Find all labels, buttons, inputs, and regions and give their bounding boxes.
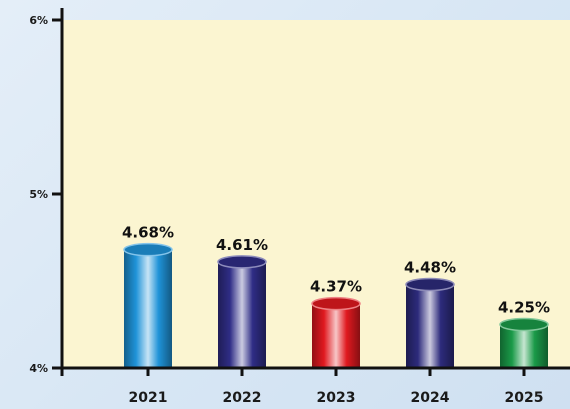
data-label-2024: 4.48% [404, 258, 456, 276]
bar-2025 [500, 324, 548, 367]
bar-cap-2025 [499, 317, 549, 332]
data-label-2023: 4.37% [310, 278, 362, 296]
data-label-2021: 4.68% [122, 224, 174, 242]
x-tick-label-2021: 2021 [129, 390, 168, 406]
bar-2024 [406, 284, 454, 367]
bar-2023 [312, 303, 360, 367]
y-tick-label-4%: 4% [29, 362, 48, 375]
bar-cap-2024 [405, 277, 455, 292]
x-tick-label-2024: 2024 [411, 390, 450, 406]
bar-2021 [124, 249, 172, 367]
x-tick-label-2025: 2025 [505, 390, 544, 406]
axes-group [52, 8, 570, 376]
y-tick-label-6%: 6% [29, 14, 48, 27]
bar-cap-2023 [311, 296, 361, 311]
bars-group [123, 242, 549, 367]
bar-2022 [218, 261, 266, 367]
data-label-2025: 4.25% [498, 299, 550, 317]
x-tick-label-2023: 2023 [317, 390, 356, 406]
labels-group: 4.68% 2021 4.61% 2022 4.37% 2023 4.48% 2024 4.25… [29, 14, 550, 406]
y-tick-label-5%: 5% [29, 188, 48, 201]
data-label-2022: 4.61% [216, 236, 268, 254]
bar-cap-2022 [217, 255, 267, 269]
bar-cap-2021 [123, 242, 173, 257]
x-tick-label-2022: 2022 [223, 390, 262, 406]
